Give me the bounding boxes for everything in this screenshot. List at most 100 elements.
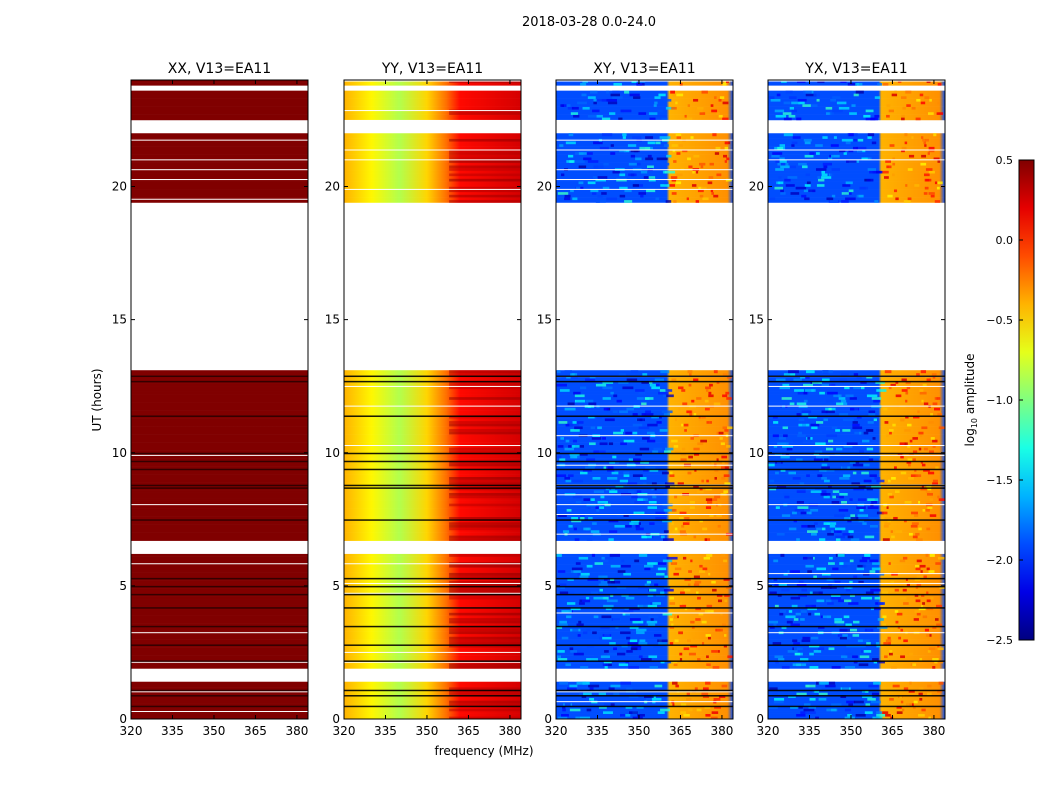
heatmap-row bbox=[556, 458, 733, 462]
dark-row bbox=[768, 625, 945, 628]
heatmap-row bbox=[344, 378, 521, 382]
heatmap-cell bbox=[793, 617, 799, 621]
heatmap-cell bbox=[821, 173, 828, 177]
dark-row bbox=[344, 625, 521, 628]
heatmap-cell bbox=[805, 564, 814, 568]
heatmap-cell bbox=[641, 402, 647, 406]
heatmap-cell bbox=[791, 101, 800, 105]
heatmap-row bbox=[131, 516, 308, 520]
heatmap-cell bbox=[858, 194, 864, 198]
heatmap-cell bbox=[804, 183, 811, 187]
heatmap-cell bbox=[655, 516, 667, 520]
heatmap-row bbox=[131, 609, 308, 613]
heatmap-cell bbox=[562, 529, 570, 533]
heatmap-cell bbox=[809, 665, 819, 669]
heatmap-cell bbox=[628, 162, 637, 166]
heatmap-row bbox=[131, 394, 308, 398]
heatmap-row bbox=[768, 687, 945, 691]
heatmap-cell bbox=[627, 143, 637, 147]
heatmap-cell bbox=[597, 426, 602, 430]
heatmap-row bbox=[344, 615, 521, 619]
heatmap-row bbox=[344, 513, 521, 517]
heatmap-row bbox=[344, 639, 521, 643]
heatmap-row bbox=[556, 711, 733, 714]
heatmap-cell bbox=[449, 370, 521, 374]
heatmap-cell bbox=[814, 450, 823, 454]
heatmap-row bbox=[768, 564, 945, 568]
heatmap-cell bbox=[566, 591, 575, 595]
heatmap-row bbox=[556, 569, 733, 573]
heatmap-cell bbox=[623, 474, 630, 478]
heatmap-cell bbox=[934, 199, 941, 203]
heatmap-cell bbox=[449, 641, 521, 645]
heatmap-cell bbox=[561, 713, 569, 717]
heatmap-row bbox=[768, 114, 945, 118]
heatmap-row bbox=[131, 583, 308, 587]
heatmap-cell bbox=[692, 170, 695, 174]
heatmap-cell bbox=[800, 511, 810, 515]
heatmap-cell bbox=[592, 476, 601, 480]
heatmap-cell bbox=[609, 490, 618, 493]
heatmap-cell bbox=[603, 711, 613, 714]
heatmap-cell bbox=[605, 556, 614, 560]
heatmap-cell bbox=[449, 428, 521, 432]
heatmap-cell bbox=[919, 564, 926, 568]
dark-row bbox=[556, 625, 733, 628]
heatmap-cell bbox=[564, 492, 576, 496]
heatmap-cell bbox=[774, 604, 779, 608]
heatmap-cell bbox=[908, 652, 913, 656]
heatmap-cell bbox=[603, 703, 612, 706]
heatmap-cell bbox=[597, 194, 603, 198]
heatmap-row bbox=[131, 404, 308, 408]
heatmap-row bbox=[344, 580, 521, 584]
heatmap-row bbox=[131, 95, 308, 99]
heatmap-row bbox=[344, 633, 521, 637]
heatmap-row bbox=[556, 117, 733, 121]
heatmap-cell bbox=[711, 191, 714, 195]
heatmap-cell bbox=[681, 524, 685, 528]
heatmap-cell bbox=[909, 439, 913, 443]
heatmap-cell bbox=[559, 458, 566, 462]
dark-row bbox=[131, 415, 308, 417]
heatmap-cell bbox=[900, 628, 904, 632]
heatmap-cell bbox=[687, 370, 693, 374]
heatmap-row bbox=[131, 114, 308, 118]
heatmap-cell bbox=[919, 657, 923, 661]
heatmap-cell bbox=[673, 572, 679, 576]
heatmap-row bbox=[768, 165, 945, 169]
flag-line bbox=[768, 445, 945, 447]
heatmap-cell bbox=[815, 442, 826, 446]
dark-row bbox=[556, 468, 733, 471]
heatmap-cell bbox=[625, 596, 635, 600]
heatmap-cell bbox=[635, 527, 644, 531]
heatmap-cell bbox=[901, 117, 905, 121]
heatmap-cell bbox=[791, 141, 798, 145]
heatmap-cell bbox=[724, 482, 731, 485]
heatmap-row bbox=[344, 154, 521, 158]
heatmap-cell bbox=[866, 394, 878, 398]
heatmap-cell bbox=[927, 506, 933, 509]
heatmap-cell bbox=[902, 588, 907, 592]
flag-line bbox=[344, 582, 521, 584]
heatmap-row bbox=[556, 98, 733, 102]
heatmap-cell bbox=[722, 623, 726, 627]
heatmap-cell bbox=[923, 402, 929, 406]
heatmap-cell bbox=[915, 117, 921, 121]
heatmap-cell bbox=[449, 612, 521, 616]
heatmap-cell bbox=[869, 524, 878, 528]
heatmap-cell bbox=[712, 665, 720, 669]
heatmap-cell bbox=[788, 370, 799, 374]
heatmap-cell bbox=[926, 633, 931, 637]
heatmap-cell bbox=[679, 657, 683, 661]
heatmap-cell bbox=[640, 170, 648, 174]
heatmap-cell bbox=[907, 423, 912, 427]
heatmap-cell bbox=[910, 474, 918, 478]
heatmap-cell bbox=[449, 159, 521, 163]
heatmap-cell bbox=[658, 641, 667, 645]
heatmap-row bbox=[768, 98, 945, 102]
x-axis-label: frequency (MHz) bbox=[434, 744, 533, 758]
heatmap-cell bbox=[647, 141, 655, 145]
heatmap-cell bbox=[570, 649, 578, 653]
heatmap-cell bbox=[846, 442, 858, 446]
heatmap-cell bbox=[720, 492, 727, 496]
